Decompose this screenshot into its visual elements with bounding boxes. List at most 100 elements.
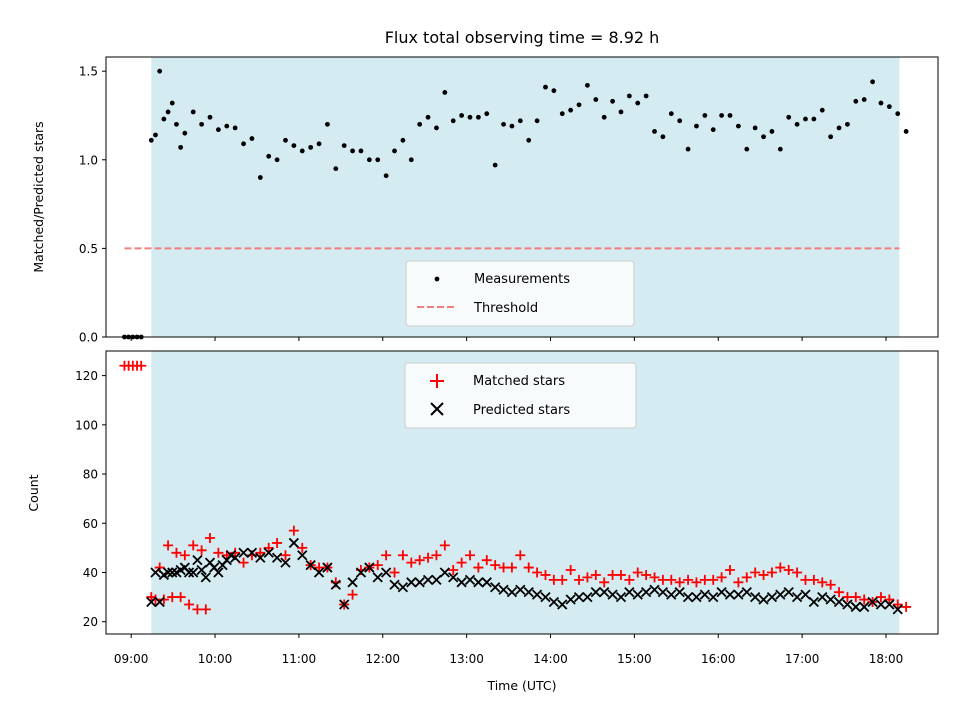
predicted-star-point <box>498 584 509 595</box>
predicted-stars-series <box>146 537 903 615</box>
y-tick-label: 120 <box>75 369 98 383</box>
top-y-axis-label: Matched/Predicted stars <box>31 121 46 272</box>
predicted-star-point <box>158 569 170 581</box>
predicted-star-point <box>708 591 719 603</box>
measurement-point <box>492 162 498 168</box>
measurement-point <box>828 134 834 140</box>
x-tick-label: 14:00 <box>533 652 568 666</box>
measurement-point <box>442 90 448 95</box>
matched-star-point <box>136 360 147 371</box>
measurement-point <box>786 114 792 120</box>
measurement-point <box>735 123 741 129</box>
matched-star-point <box>188 540 199 551</box>
predicted-star-point <box>167 567 178 578</box>
measurement-point <box>509 123 515 129</box>
predicted-star-point <box>389 579 400 590</box>
measurement-point <box>484 111 490 117</box>
predicted-star-point <box>431 574 442 585</box>
matched-star-point <box>150 594 161 605</box>
measurement-point <box>819 107 825 113</box>
measurement-point <box>333 166 339 172</box>
x-tick-label: 11:00 <box>282 652 317 666</box>
predicted-star-point <box>490 582 501 593</box>
predicted-star-point <box>355 567 367 578</box>
measurement-point <box>886 104 892 110</box>
matched-star-point <box>800 574 811 585</box>
matched-star-point <box>708 574 719 585</box>
x-tick-label: 10:00 <box>198 652 233 666</box>
predicted-star-point <box>297 550 308 561</box>
predicted-star-point <box>582 591 593 603</box>
matched-star-point <box>666 574 677 585</box>
matched-star-point <box>515 550 526 561</box>
y-tick-label: 0.5 <box>79 242 98 256</box>
matched-star-point <box>792 567 803 578</box>
matched-star-point <box>297 542 308 553</box>
predicted-star-point <box>632 589 643 600</box>
measurement-point <box>350 148 355 154</box>
matched-star-point <box>834 587 845 598</box>
predicted-star-point <box>649 584 660 595</box>
bottom-x-axis: 09:00 10:00 11:00 12:00 13:00 14:00 15:00 16:00… <box>114 634 903 666</box>
matched-star-point <box>716 572 727 583</box>
predicted-star-point <box>775 589 786 600</box>
legend-predicted-marker <box>430 402 444 416</box>
chart-title: Flux total observing time = 8.92 h <box>385 28 660 47</box>
matched-star-point <box>179 550 190 561</box>
matched-star-point <box>683 574 694 585</box>
matched-star-point <box>196 545 207 556</box>
measurement-point <box>526 137 532 143</box>
predicted-star-point <box>481 577 492 588</box>
measurement-point <box>652 129 657 134</box>
measurement-point <box>903 129 909 134</box>
measurement-point <box>316 141 322 147</box>
legend-frame-top <box>405 260 635 327</box>
predicted-star-point <box>565 594 576 605</box>
measurement-point <box>232 125 238 131</box>
legend-measurements-label: Measurements <box>474 272 570 287</box>
matched-star-point <box>641 569 652 580</box>
predicted-star-point <box>884 599 895 610</box>
predicted-star-point <box>791 591 803 603</box>
matched-star-point <box>158 594 169 605</box>
predicted-star-point <box>456 577 467 588</box>
measurement-point <box>283 137 288 143</box>
predicted-star-point <box>209 562 220 573</box>
matched-star-point <box>423 552 434 563</box>
matched-star-point <box>456 557 467 568</box>
matched-star-point <box>532 567 543 578</box>
predicted-star-point <box>615 591 627 603</box>
measurement-point <box>836 125 842 131</box>
predicted-star-point <box>380 567 392 578</box>
matched-star-point <box>582 572 593 583</box>
predicted-star-point <box>263 547 274 558</box>
matched-star-point <box>523 562 534 573</box>
measurement-point <box>383 173 389 179</box>
predicted-star-point <box>473 577 484 588</box>
predicted-star-point <box>758 594 769 605</box>
matched-star-point <box>892 599 903 610</box>
matched-star-point <box>314 562 325 573</box>
predicted-star-point <box>372 572 383 583</box>
predicted-star-point <box>225 550 237 561</box>
measurement-point <box>660 134 666 140</box>
measurement-point <box>702 113 708 118</box>
matched-star-point <box>557 574 568 585</box>
matched-star-point <box>397 550 408 561</box>
predicted-star-point <box>875 599 887 610</box>
measurement-point <box>215 127 221 133</box>
measurement-point <box>895 111 901 117</box>
matched-star-point <box>624 574 635 585</box>
bottom-panel: 20 40 60 80 100 120 09:00 10:00 11:00 12:00 13:00… <box>26 350 939 693</box>
measurement-point <box>400 137 406 143</box>
measurement-point <box>257 175 263 180</box>
predicted-star-point <box>364 562 375 573</box>
matched-star-point <box>632 567 643 578</box>
measurement-point <box>853 98 859 104</box>
predicted-star-point <box>657 587 669 598</box>
measurement-point <box>425 114 431 120</box>
predicted-star-point <box>624 587 635 598</box>
predicted-star-point <box>808 596 820 608</box>
y-tick-label: 1.0 <box>79 153 98 167</box>
